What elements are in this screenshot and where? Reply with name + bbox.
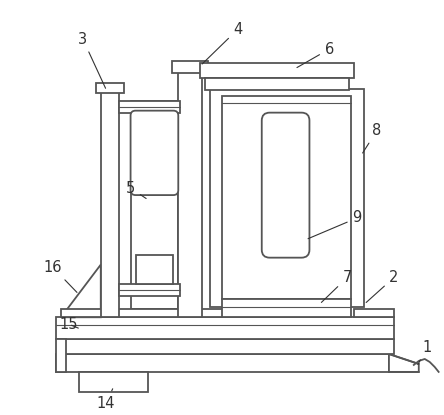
Bar [205,78,349,90]
Text: 7: 7 [321,270,352,303]
Bar [101,89,119,317]
FancyBboxPatch shape [262,112,309,258]
Text: 5: 5 [126,181,146,198]
Text: 4: 4 [202,22,242,64]
Polygon shape [61,265,101,317]
Bar [172,61,208,73]
Bar [56,339,66,372]
Bar [222,299,351,317]
Bar [119,284,180,296]
Bar [119,101,180,112]
FancyBboxPatch shape [131,111,178,195]
Text: 2: 2 [366,270,399,303]
Bar [61,339,394,354]
Bar [178,69,202,317]
Bar [56,317,394,339]
Bar [79,372,148,392]
Bar [56,354,389,372]
Text: 8: 8 [363,123,382,153]
Bar [131,101,178,309]
Text: 6: 6 [297,42,334,68]
Bar [135,255,173,284]
Text: 15: 15 [59,317,78,332]
Bar [61,309,329,317]
Text: 1: 1 [418,339,431,364]
Bar [200,63,354,78]
Polygon shape [389,354,419,372]
Text: 16: 16 [44,260,77,293]
Bar [96,83,123,93]
Bar [210,89,364,308]
Bar [354,309,394,317]
Text: 14: 14 [96,389,115,411]
Text: 9: 9 [308,210,362,239]
Bar [222,96,351,299]
Text: 3: 3 [78,32,106,88]
